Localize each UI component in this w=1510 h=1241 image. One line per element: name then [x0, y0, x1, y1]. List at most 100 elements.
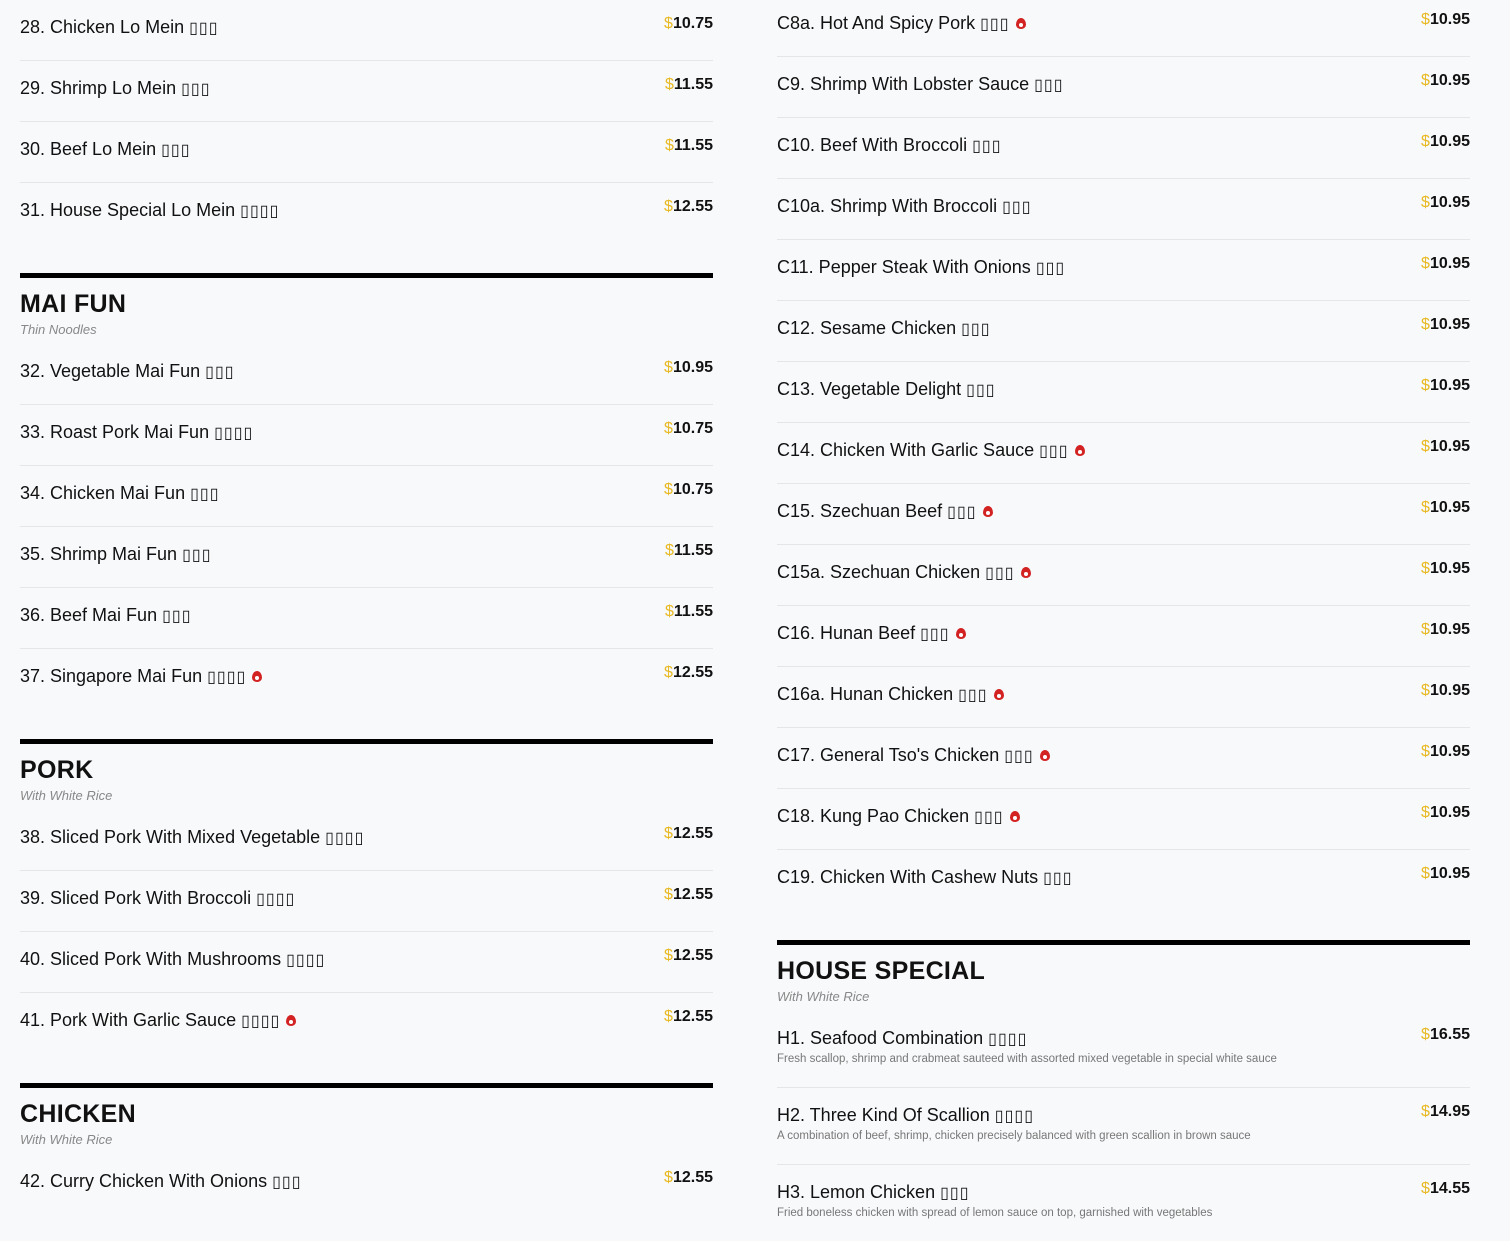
menu-item[interactable]: 37. Singapore Mai Fun ▯▯▯▯ $12.55 [20, 649, 713, 709]
currency-symbol: $ [664, 542, 674, 559]
currency-symbol: $ [1421, 1026, 1430, 1043]
currency-symbol: $ [664, 886, 673, 903]
item-chinese-name: ▯▯▯ [947, 504, 977, 521]
menu-item[interactable]: H3. Lemon Chicken ▯▯▯ Fried boneless chic… [777, 1165, 1470, 1241]
menu-item[interactable]: 35. Shrimp Mai Fun ▯▯▯ $11.55 [20, 527, 713, 588]
item-name-line: 32. Vegetable Mai Fun ▯▯▯ [20, 357, 235, 387]
item-name-line: C9. Shrimp With Lobster Sauce ▯▯▯ [777, 70, 1064, 100]
item-chinese-name: ▯▯▯ [182, 547, 212, 564]
menu-item[interactable]: 40. Sliced Pork With Mushrooms ▯▯▯▯ $12.5… [20, 932, 713, 993]
menu-item[interactable]: C14. Chicken With Garlic Sauce ▯▯▯ $10.95 [777, 423, 1470, 484]
menu-item[interactable]: H2. Three Kind Of Scallion ▯▯▯▯ A combina… [777, 1088, 1470, 1165]
item-name-line: 28. Chicken Lo Mein ▯▯▯ [20, 13, 219, 43]
menu-item[interactable]: H1. Seafood Combination ▯▯▯▯ Fresh scallo… [777, 1011, 1470, 1088]
currency-symbol: $ [664, 664, 673, 681]
menu-item[interactable]: C18. Kung Pao Chicken ▯▯▯ $10.95 [777, 789, 1470, 850]
item-name: H3. Lemon Chicken [777, 1182, 936, 1202]
item-name-line: C8a. Hot And Spicy Pork ▯▯▯ [777, 9, 1026, 39]
item-price: $12.55 [664, 821, 713, 847]
item-chinese-name: ▯▯▯ [958, 687, 988, 704]
item-price: $12.55 [664, 882, 713, 908]
menu-item[interactable]: C17. General Tso's Chicken ▯▯▯ $10.95 [777, 728, 1470, 789]
item-price: $10.75 [664, 416, 713, 442]
currency-symbol: $ [1421, 133, 1430, 150]
menu-item[interactable]: C10. Beef With Broccoli ▯▯▯ $10.95 [777, 118, 1470, 179]
menu-item[interactable]: 41. Pork With Garlic Sauce ▯▯▯▯ $12.55 [20, 993, 713, 1053]
item-chinese-name: ▯▯▯▯ [207, 669, 247, 686]
price-value: 12.55 [672, 825, 713, 842]
item-price: $12.55 [664, 660, 713, 686]
menu-item[interactable]: C8a. Hot And Spicy Pork ▯▯▯ $10.95 [777, 0, 1470, 57]
menu-item[interactable]: 38. Sliced Pork With Mixed Vegetable ▯▯▯… [20, 810, 713, 871]
item-name: C10. Beef With Broccoli [777, 135, 968, 155]
currency-symbol: $ [664, 1169, 673, 1186]
menu-item[interactable]: C19. Chicken With Cashew Nuts ▯▯▯ $10.95 [777, 850, 1470, 910]
item-chinese-name: ▯▯▯ [1043, 870, 1073, 887]
item-name-line: 42. Curry Chicken With Onions ▯▯▯ [20, 1167, 302, 1197]
spicy-fire-icon [955, 628, 966, 639]
menu-item[interactable]: C11. Pepper Steak With Onions ▯▯▯ $10.95 [777, 240, 1470, 301]
menu-item[interactable]: 33. Roast Pork Mai Fun ▯▯▯▯ $10.75 [20, 405, 713, 466]
item-chinese-name: ▯▯▯ [1002, 199, 1032, 216]
price-value: 10.95 [672, 359, 713, 376]
menu-section: CHICKEN With White Rice 42. Curry Chicken … [20, 1083, 713, 1214]
currency-symbol: $ [1421, 316, 1430, 333]
menu-item[interactable]: C10a. Shrimp With Broccoli ▯▯▯ $10.95 [777, 179, 1470, 240]
item-chinese-name: ▯▯▯ [190, 486, 220, 503]
menu-item[interactable]: 34. Chicken Mai Fun ▯▯▯ $10.75 [20, 466, 713, 527]
item-name: C15a. Szechuan Chicken [777, 562, 981, 582]
menu-item[interactable]: 32. Vegetable Mai Fun ▯▯▯ $10.95 [20, 344, 713, 405]
menu-item[interactable]: C13. Vegetable Delight ▯▯▯ $10.95 [777, 362, 1470, 423]
menu-item[interactable]: C16. Hunan Beef ▯▯▯ $10.95 [777, 606, 1470, 667]
price-value: 10.95 [1429, 560, 1470, 577]
spicy-fire-icon [993, 689, 1004, 700]
menu-item[interactable]: 28. Chicken Lo Mein ▯▯▯ $10.75 [20, 0, 713, 61]
menu-item[interactable]: C12. Sesame Chicken ▯▯▯ $10.95 [777, 301, 1470, 362]
spicy-fire-icon [1009, 811, 1020, 822]
menu-item[interactable]: 30. Beef Lo Mein ▯▯▯ $11.55 [20, 122, 713, 183]
menu-section: C8a. Hot And Spicy Pork ▯▯▯ $10.95 C9. Shr… [777, 0, 1470, 910]
menu-item[interactable]: C9. Shrimp With Lobster Sauce ▯▯▯ $10.95 [777, 57, 1470, 118]
section-title: CHICKEN [20, 1100, 136, 1128]
menu-item[interactable]: C15a. Szechuan Chicken ▯▯▯ $10.95 [777, 545, 1470, 606]
item-chinese-name: ▯▯▯ [940, 1185, 970, 1202]
item-price: $11.55 [665, 538, 713, 564]
item-name: C17. General Tso's Chicken [777, 745, 1000, 765]
menu-item[interactable]: 36. Beef Mai Fun ▯▯▯ $11.55 [20, 588, 713, 649]
price-value: 11.55 [673, 76, 713, 93]
item-name-line: C10a. Shrimp With Broccoli ▯▯▯ [777, 192, 1032, 222]
item-chinese-name: ▯▯▯ [1039, 443, 1069, 460]
section-subtitle: Thin Noodles [20, 322, 97, 337]
price-value: 10.95 [1429, 621, 1470, 638]
menu-item[interactable]: 42. Curry Chicken With Onions ▯▯▯ $12.55 [20, 1154, 713, 1214]
price-value: 10.95 [1429, 194, 1470, 211]
item-price: $12.55 [664, 1165, 713, 1191]
currency-symbol: $ [664, 481, 673, 498]
currency-symbol: $ [1421, 804, 1430, 821]
section-title: PORK [20, 756, 94, 784]
menu-item[interactable]: 39. Sliced Pork With Broccoli ▯▯▯▯ $12.55 [20, 871, 713, 932]
item-name-line: 38. Sliced Pork With Mixed Vegetable ▯▯▯… [20, 823, 364, 853]
item-price: $10.95 [1421, 556, 1470, 582]
currency-symbol: $ [1421, 682, 1430, 699]
menu-item[interactable]: 29. Shrimp Lo Mein ▯▯▯ $11.55 [20, 61, 713, 122]
price-value: 10.75 [672, 420, 713, 437]
currency-symbol: $ [664, 15, 673, 32]
menu-item[interactable]: C16a. Hunan Chicken ▯▯▯ $10.95 [777, 667, 1470, 728]
price-value: 10.95 [1429, 804, 1470, 821]
item-chinese-name: ▯▯▯ [181, 81, 211, 98]
price-value: 11.55 [673, 542, 713, 559]
item-name-line: C11. Pepper Steak With Onions ▯▯▯ [777, 253, 1065, 283]
item-price: $12.55 [664, 1004, 713, 1030]
item-name: C16a. Hunan Chicken [777, 684, 954, 704]
menu-item[interactable]: C15. Szechuan Beef ▯▯▯ $10.95 [777, 484, 1470, 545]
currency-symbol: $ [1421, 743, 1430, 760]
price-value: 10.95 [1429, 377, 1470, 394]
item-price: $10.95 [1421, 7, 1470, 33]
item-price: $10.95 [1421, 312, 1470, 338]
item-name-line: 29. Shrimp Lo Mein ▯▯▯ [20, 74, 211, 104]
menu-item[interactable]: 31. House Special Lo Mein ▯▯▯▯ $12.55 [20, 183, 713, 243]
price-value: 10.95 [1429, 865, 1470, 882]
item-chinese-name: ▯▯▯▯ [994, 1108, 1035, 1125]
spicy-fire-icon [1020, 567, 1031, 578]
